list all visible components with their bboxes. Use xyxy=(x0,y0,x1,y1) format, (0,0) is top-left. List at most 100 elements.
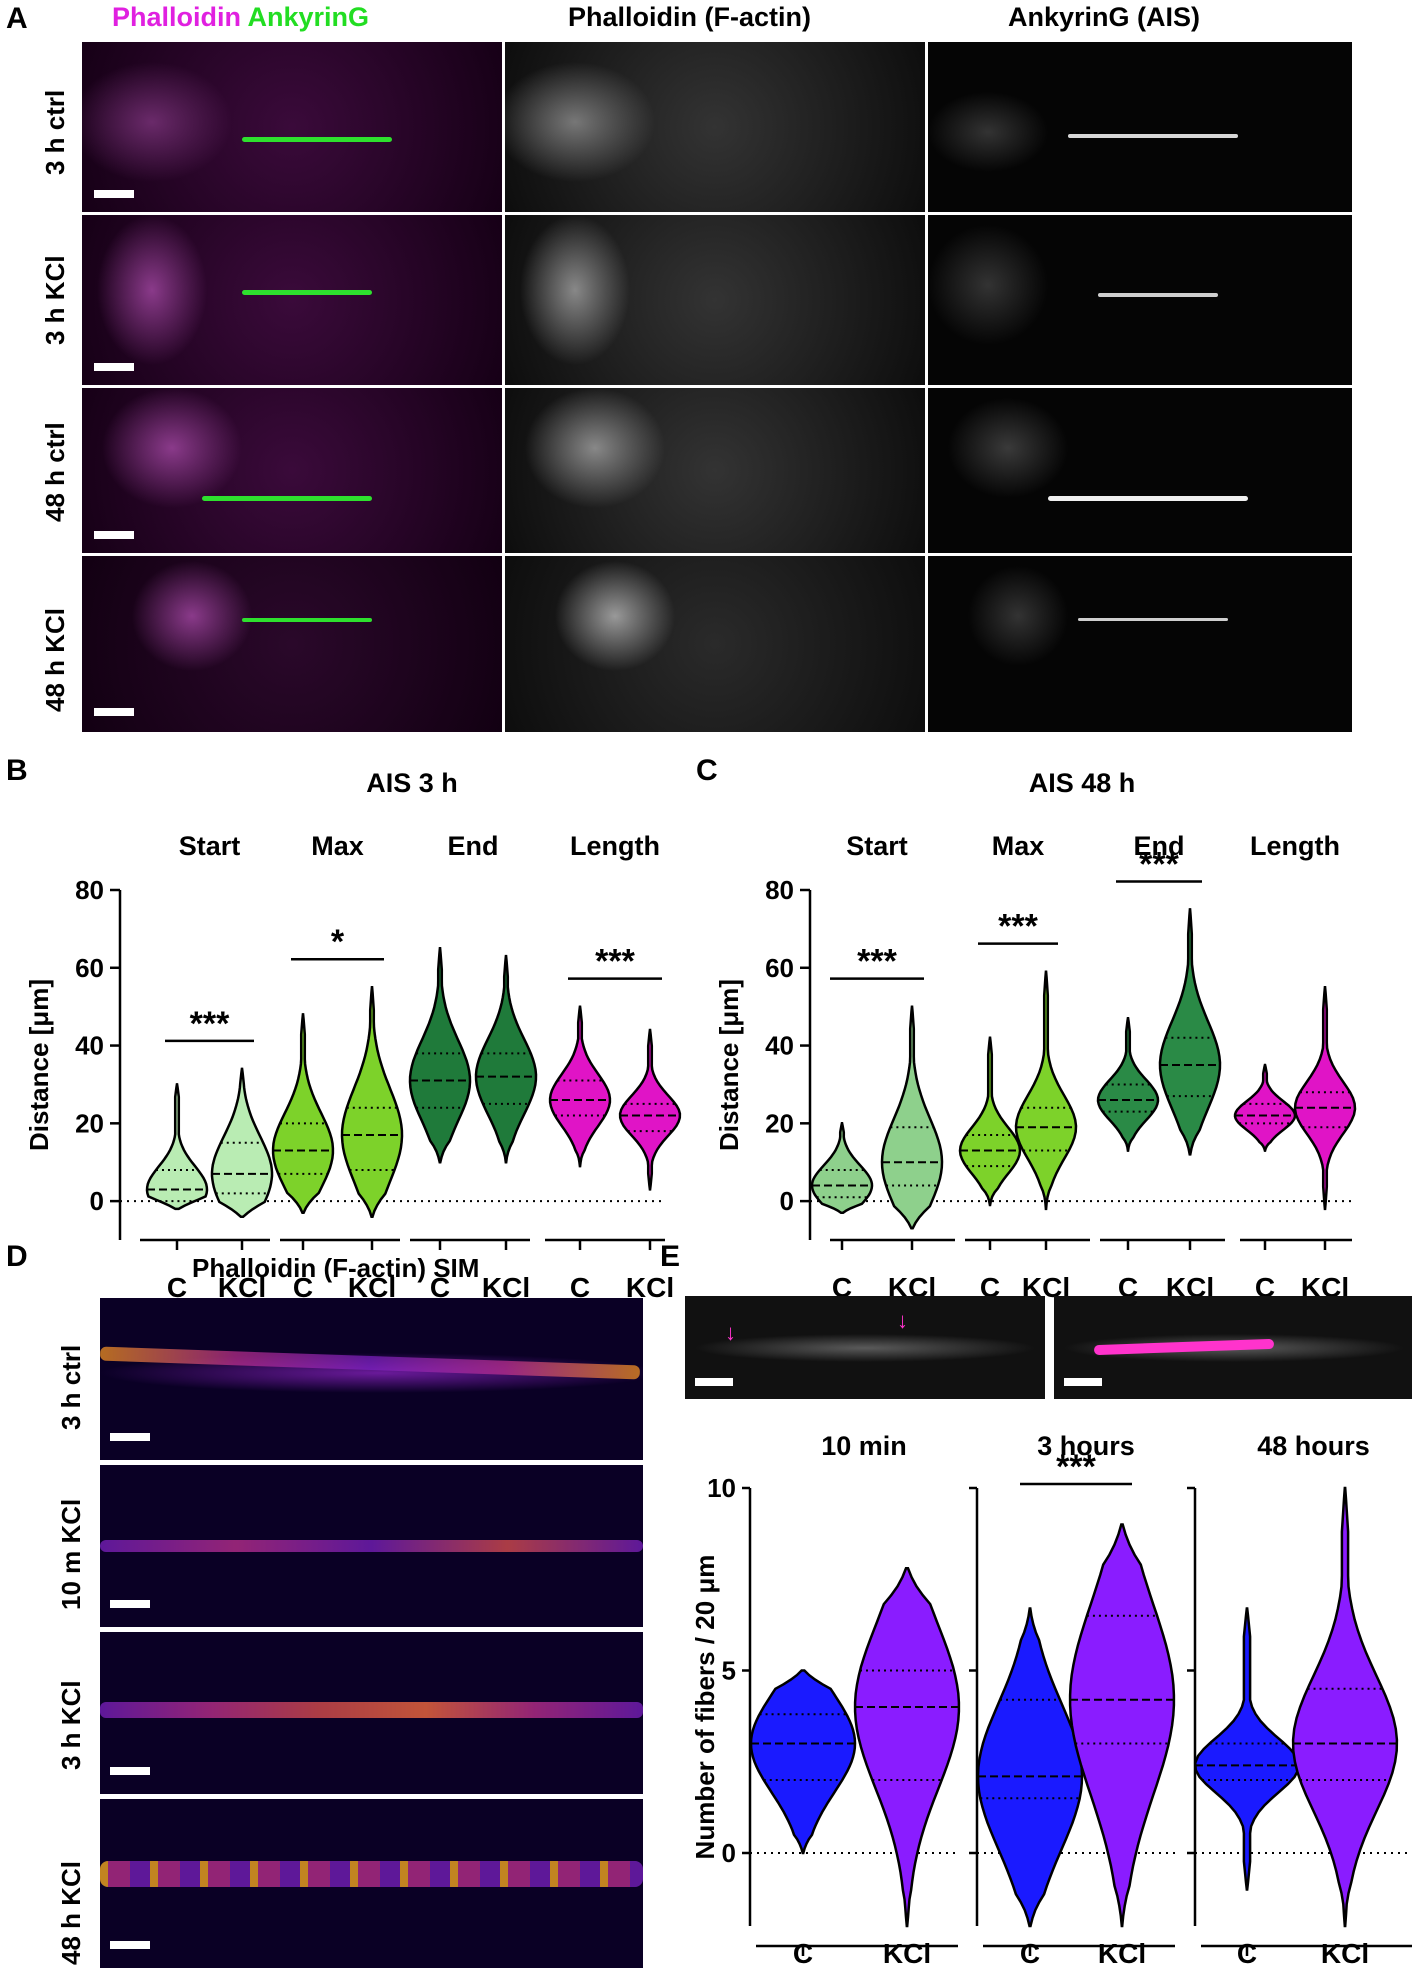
x-tick-label: C xyxy=(832,1272,852,1303)
chart-title: AIS 48 h xyxy=(1029,768,1136,798)
violin-end-kcl xyxy=(474,954,538,1164)
x-tick-label: C xyxy=(293,1272,313,1303)
violin-max-kcl xyxy=(340,985,404,1218)
group-label: Length xyxy=(570,831,660,861)
significance-label: *** xyxy=(1056,1448,1096,1486)
violin-start-c xyxy=(810,1122,874,1215)
arrow-icon: ↓ xyxy=(897,1308,908,1333)
panel-d-row-label-2: 3 h KCl xyxy=(56,1680,86,1770)
x-tick-label: KCl xyxy=(883,1938,931,1969)
group-label: Start xyxy=(846,831,908,861)
arrow-icon: ↓ xyxy=(725,1320,736,1345)
x-tick-label: KCl xyxy=(626,1272,674,1303)
violin-length-c xyxy=(548,1005,612,1168)
sim-10m-kcl xyxy=(100,1465,643,1627)
y-axis-label: Distance [μm] xyxy=(714,979,744,1151)
micrograph-3h-kcl-factin xyxy=(505,215,925,385)
y-tick-label: 60 xyxy=(75,953,104,983)
micrograph-48h-ctrl-merge xyxy=(82,388,502,553)
x-tick-label: KCl xyxy=(482,1272,530,1303)
group-label: Start xyxy=(179,831,241,861)
micrograph-48h-kcl-factin xyxy=(505,556,925,732)
y-tick-label: 5 xyxy=(722,1656,736,1686)
x-tick-label: C xyxy=(793,1938,813,1969)
micrograph-3h-kcl-ais xyxy=(928,215,1352,385)
y-tick-label: 80 xyxy=(75,875,104,905)
x-tick-label: KCl xyxy=(1321,1938,1369,1969)
y-tick-label: 10 xyxy=(707,1473,736,1503)
panel-d-sim-grid xyxy=(100,1298,643,1968)
violin-end-kcl xyxy=(1158,908,1222,1156)
group-label: End xyxy=(448,831,499,861)
micrograph-3h-ctrl-merge xyxy=(82,42,502,212)
group-label: 48 hours xyxy=(1257,1431,1370,1461)
x-tick-label: C xyxy=(1255,1272,1275,1303)
group-label: Length xyxy=(1250,831,1340,861)
y-axis-label: Distance [μm] xyxy=(24,979,54,1151)
group-label: 3 hours xyxy=(1037,1431,1135,1461)
violin-10-min-c xyxy=(749,1669,857,1855)
y-axis-label: Number of fibers / 20 μm xyxy=(690,1555,720,1860)
violin-48-hours-kcl xyxy=(1291,1486,1399,1928)
violin-length-kcl xyxy=(1293,985,1357,1211)
x-tick-label: C xyxy=(1118,1272,1138,1303)
y-tick-label: 40 xyxy=(75,1031,104,1061)
panel-d-row-label-3: 48 h KCl xyxy=(56,1860,86,1965)
group-label: Max xyxy=(311,831,364,861)
y-tick-label: 20 xyxy=(75,1108,104,1138)
header-ankyrin-label: AnkyrinG xyxy=(241,2,370,32)
panel-e-image-arrows: ↓ ↓ xyxy=(685,1296,1045,1399)
panel-a-header-ais: AnkyrinG (AIS) xyxy=(1008,2,1201,32)
x-tick-label: C xyxy=(430,1272,450,1303)
panel-letter-c: C xyxy=(696,754,718,787)
violin-10-min-kcl xyxy=(853,1567,961,1928)
significance-label: * xyxy=(331,923,345,961)
x-tick-label: C xyxy=(1020,1938,1040,1969)
significance-label: *** xyxy=(595,943,635,981)
x-tick-label: C xyxy=(570,1272,590,1303)
panel-a-letter: A xyxy=(6,2,28,35)
micrograph-3h-ctrl-ais xyxy=(928,42,1352,212)
header-phalloidin-label: Phalloidin xyxy=(112,2,242,32)
x-tick-label: C xyxy=(1237,1938,1257,1969)
violin-3-hours-kcl xyxy=(1068,1523,1176,1928)
micrograph-48h-ctrl-factin xyxy=(505,388,925,553)
significance-label: *** xyxy=(857,943,897,981)
sim-3h-kcl xyxy=(100,1632,643,1794)
significance-label: *** xyxy=(190,1005,230,1043)
y-tick-label: 40 xyxy=(765,1031,794,1061)
y-tick-label: 0 xyxy=(722,1838,736,1868)
y-tick-label: 80 xyxy=(765,875,794,905)
violin-max-c xyxy=(271,1013,335,1215)
chart-title: AIS 3 h xyxy=(366,768,458,798)
panel-d-row-label-1: 10 m KCl xyxy=(56,1498,86,1610)
micrograph-48h-ctrl-ais xyxy=(928,388,1352,553)
sim-48h-kcl xyxy=(100,1799,643,1968)
y-tick-label: 20 xyxy=(765,1108,794,1138)
x-tick-label: C xyxy=(980,1272,1000,1303)
violin-start-kcl xyxy=(880,1005,944,1230)
violin-length-c xyxy=(1233,1063,1297,1152)
violin-48-hours-c xyxy=(1193,1607,1301,1891)
y-tick-label: 0 xyxy=(90,1186,104,1216)
micrograph-48h-kcl-ais xyxy=(928,556,1352,732)
y-tick-label: 0 xyxy=(780,1186,794,1216)
significance-label: *** xyxy=(1139,845,1179,883)
violin-max-c xyxy=(958,1036,1022,1207)
violin-end-c xyxy=(408,947,472,1164)
x-tick-label: KCl xyxy=(218,1272,266,1303)
panel-a-header-merge: Phalloidin AnkyrinG xyxy=(112,2,369,33)
x-tick-label: C xyxy=(167,1272,187,1303)
panel-e-letter: E xyxy=(660,1240,681,1273)
panel-e-image-trace xyxy=(1054,1296,1412,1399)
micrograph-48h-kcl-merge xyxy=(82,556,502,732)
violin-start-kcl xyxy=(210,1067,274,1218)
panel-d-row-label-0: 3 h ctrl xyxy=(56,1344,86,1430)
sim-3h-ctrl xyxy=(100,1298,643,1460)
micrograph-3h-ctrl-factin xyxy=(505,42,925,212)
significance-label: *** xyxy=(998,908,1038,946)
panel-a-micrograph-grid xyxy=(82,42,1352,732)
x-tick-label: KCl xyxy=(1098,1938,1146,1969)
group-label: End xyxy=(1134,831,1185,861)
